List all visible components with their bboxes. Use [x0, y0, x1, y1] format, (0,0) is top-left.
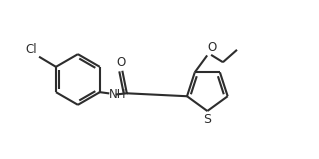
- Text: O: O: [116, 55, 126, 69]
- Text: NH: NH: [109, 88, 126, 101]
- Text: S: S: [203, 113, 211, 126]
- Text: O: O: [208, 41, 217, 54]
- Text: Cl: Cl: [25, 43, 37, 56]
